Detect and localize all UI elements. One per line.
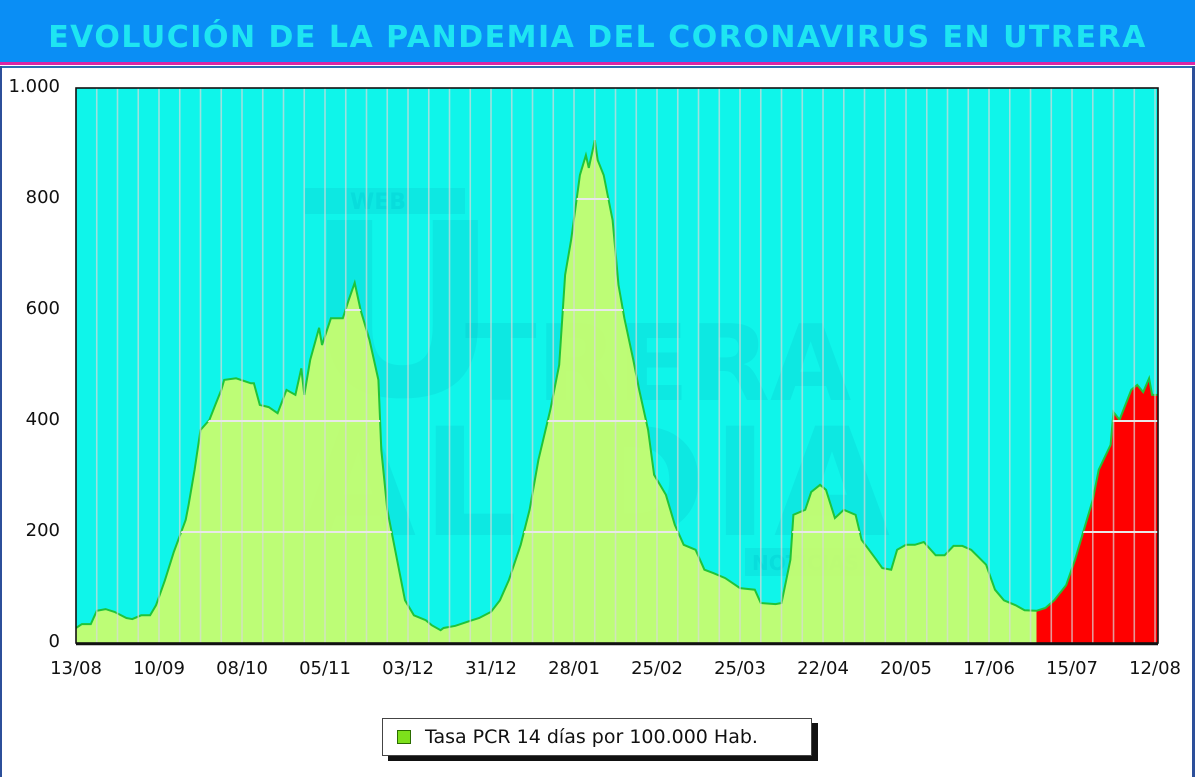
x-tick-label: 22/04 <box>797 658 849 679</box>
chart-title: EVOLUCIÓN DE LA PANDEMIA DEL CORONAVIRUS… <box>48 20 1147 55</box>
y-tick-label: 0 <box>48 631 60 652</box>
y-tick-label: 800 <box>25 187 60 208</box>
x-tick-label: 08/10 <box>216 658 268 679</box>
x-tick-label: 28/01 <box>548 658 600 679</box>
y-tick-label: 400 <box>25 409 60 430</box>
x-tick-label: 05/11 <box>299 658 351 679</box>
legend: Tasa PCR 14 días por 100.000 Hab. <box>382 718 812 756</box>
gridlines <box>76 88 1158 643</box>
y-tick-label: 200 <box>25 520 60 541</box>
x-tick-label: 03/12 <box>382 658 434 679</box>
title-banner: EVOLUCIÓN DE LA PANDEMIA DEL CORONAVIRUS… <box>0 0 1195 62</box>
svg-text:TRERA: TRERA <box>465 303 851 425</box>
x-tick-label: 25/03 <box>714 658 766 679</box>
legend-label: Tasa PCR 14 días por 100.000 Hab. <box>425 726 758 748</box>
x-tick-label: 25/02 <box>631 658 683 679</box>
svg-text:WEB: WEB <box>350 190 406 215</box>
watermark: WEBUTRERAAL DIANOTICIAS <box>300 172 890 576</box>
x-tick-label: 15/07 <box>1046 658 1098 679</box>
x-tick-label: 20/05 <box>880 658 932 679</box>
y-tick-label: 1.000 <box>8 76 60 97</box>
divider-pink <box>0 62 1195 65</box>
frame-border-right <box>1192 66 1195 777</box>
x-tick-label: 12/08 <box>1129 658 1181 679</box>
legend-swatch <box>397 730 411 744</box>
frame-border-left <box>0 66 2 777</box>
plot-frame <box>75 87 1159 646</box>
x-tick-label: 10/09 <box>133 658 185 679</box>
y-tick-label: 600 <box>25 298 60 319</box>
x-tick-label: 13/08 <box>50 658 102 679</box>
x-tick-label: 17/06 <box>963 658 1015 679</box>
divider-blue <box>0 66 1195 68</box>
x-tick-label: 31/12 <box>465 658 517 679</box>
